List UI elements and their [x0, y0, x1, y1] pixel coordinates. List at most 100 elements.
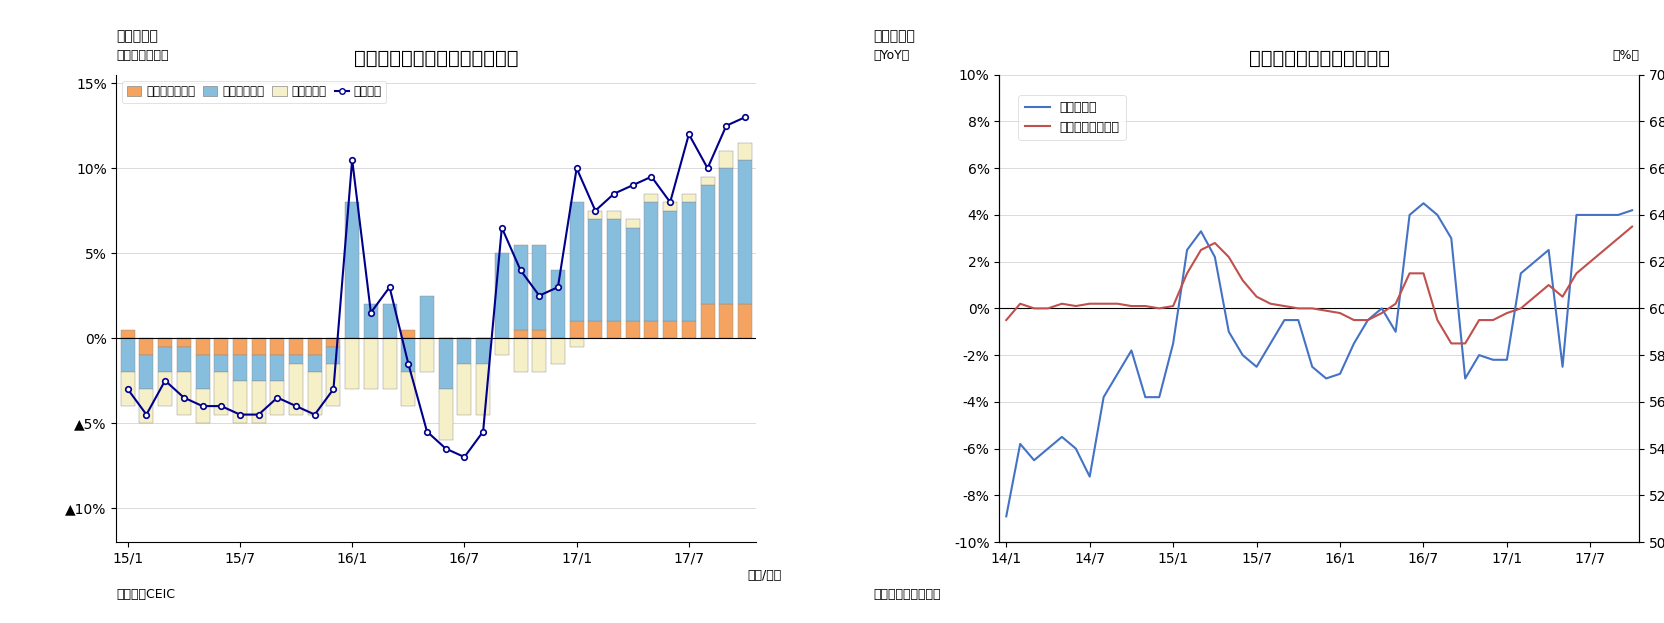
- Bar: [401, 330, 416, 338]
- Bar: [308, 372, 321, 414]
- Bar: [251, 355, 266, 381]
- Bar: [701, 185, 714, 304]
- Bar: [121, 330, 135, 338]
- Legend: 鉱工業生産, 稼働率（右目盛）: 鉱工業生産, 稼働率（右目盛）: [1018, 95, 1127, 140]
- Bar: [195, 389, 210, 423]
- Bar: [140, 338, 153, 355]
- Bar: [626, 227, 639, 321]
- Bar: [626, 321, 639, 338]
- Text: （年/月）: （年/月）: [747, 569, 782, 583]
- Bar: [644, 321, 659, 338]
- Bar: [215, 372, 228, 414]
- Bar: [514, 330, 527, 338]
- Bar: [551, 338, 566, 364]
- Bar: [176, 346, 191, 372]
- Bar: [626, 219, 639, 227]
- Bar: [121, 338, 135, 372]
- Text: （資料）CEIC: （資料）CEIC: [116, 588, 175, 601]
- Bar: [158, 372, 171, 406]
- Bar: [364, 304, 378, 338]
- Text: （図表３）: （図表３）: [116, 29, 158, 44]
- Bar: [737, 304, 752, 338]
- Bar: [682, 202, 696, 321]
- Bar: [644, 194, 659, 202]
- Bar: [607, 219, 621, 321]
- Bar: [344, 202, 359, 338]
- Bar: [270, 381, 285, 414]
- Bar: [532, 330, 546, 338]
- Bar: [664, 202, 677, 211]
- Bar: [607, 211, 621, 219]
- Bar: [439, 338, 453, 389]
- Text: （%）: （%）: [1612, 49, 1639, 62]
- Bar: [514, 245, 527, 330]
- Bar: [195, 338, 210, 355]
- Bar: [233, 355, 246, 381]
- Bar: [140, 389, 153, 423]
- Bar: [458, 364, 471, 414]
- Text: （図表４）: （図表４）: [874, 29, 915, 44]
- Bar: [233, 381, 246, 423]
- Bar: [719, 304, 734, 338]
- Bar: [644, 202, 659, 321]
- Bar: [326, 346, 341, 364]
- Bar: [737, 159, 752, 304]
- Bar: [419, 338, 434, 372]
- Bar: [401, 338, 416, 372]
- Bar: [383, 338, 396, 389]
- Text: （YoY）: （YoY）: [874, 49, 910, 62]
- Bar: [158, 338, 171, 346]
- Bar: [270, 338, 285, 355]
- Bar: [215, 338, 228, 355]
- Bar: [215, 355, 228, 372]
- Bar: [569, 321, 584, 338]
- Title: 鉱工業生産と稼働率の推移: 鉱工業生産と稼働率の推移: [1248, 49, 1389, 68]
- Bar: [290, 355, 303, 364]
- Bar: [308, 338, 321, 355]
- Bar: [664, 321, 677, 338]
- Bar: [719, 151, 734, 168]
- Bar: [569, 338, 584, 346]
- Bar: [326, 364, 341, 406]
- Bar: [326, 338, 341, 346]
- Bar: [476, 338, 491, 364]
- Bar: [251, 338, 266, 355]
- Bar: [233, 338, 246, 355]
- Bar: [551, 270, 566, 338]
- Bar: [701, 177, 714, 185]
- Bar: [383, 304, 396, 338]
- Bar: [308, 355, 321, 372]
- Bar: [364, 338, 378, 389]
- Bar: [419, 296, 434, 338]
- Bar: [514, 338, 527, 372]
- Text: （資料）タイ工業省: （資料）タイ工業省: [874, 588, 942, 601]
- Bar: [569, 202, 584, 321]
- Bar: [158, 346, 171, 372]
- Bar: [737, 143, 752, 159]
- Bar: [290, 338, 303, 355]
- Text: （前年同月比）: （前年同月比）: [116, 49, 170, 62]
- Bar: [140, 355, 153, 389]
- Bar: [682, 194, 696, 202]
- Bar: [589, 211, 602, 219]
- Bar: [589, 321, 602, 338]
- Bar: [439, 389, 453, 440]
- Bar: [290, 364, 303, 414]
- Bar: [607, 321, 621, 338]
- Bar: [664, 211, 677, 321]
- Bar: [270, 355, 285, 381]
- Bar: [682, 321, 696, 338]
- Bar: [195, 355, 210, 389]
- Bar: [176, 338, 191, 346]
- Bar: [719, 168, 734, 304]
- Bar: [476, 364, 491, 414]
- Bar: [701, 304, 714, 338]
- Bar: [176, 372, 191, 414]
- Bar: [121, 372, 135, 406]
- Bar: [494, 338, 509, 355]
- Bar: [532, 245, 546, 330]
- Bar: [344, 338, 359, 389]
- Bar: [494, 253, 509, 338]
- Legend: 農産品・加工品, 主要工業製品, 鉱物・燃料, 輸出合計: 農産品・加工品, 主要工業製品, 鉱物・燃料, 輸出合計: [123, 80, 386, 103]
- Title: タイ　輸出の伸び率（品目別）: タイ 輸出の伸び率（品目別）: [354, 49, 519, 68]
